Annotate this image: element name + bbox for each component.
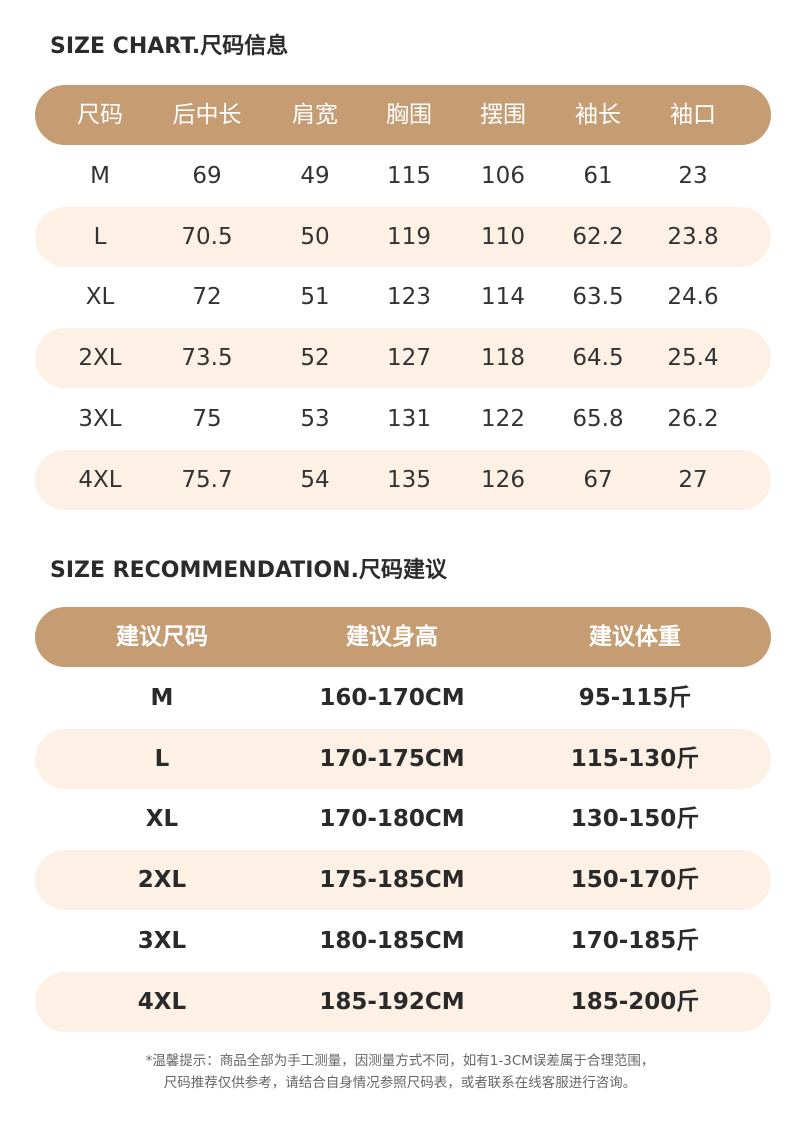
table-cell: XL [145, 806, 179, 833]
table-cell: 52 [300, 345, 330, 372]
column-header: 胸围 [386, 102, 432, 128]
size-chart-title: SIZE CHART.尺码信息 [50, 34, 289, 59]
table-row: 3XL 180-185CM 170-185斤 [35, 911, 771, 971]
table-cell: M [150, 684, 174, 711]
table-cell: M [90, 162, 110, 189]
table-cell: 54 [300, 466, 330, 493]
table-cell: 106 [481, 162, 525, 189]
table-cell: 63.5 [572, 284, 624, 311]
table-cell: 118 [481, 345, 525, 372]
table-cell: 170-180CM [319, 806, 465, 833]
table-cell: 3XL [137, 928, 187, 954]
table-cell: 131 [387, 406, 431, 432]
table-cell: 110 [481, 223, 525, 250]
table-cell: L [93, 223, 107, 250]
table-cell: 65.8 [572, 406, 624, 432]
table-cell: 23 [678, 162, 708, 189]
table-cell: 119 [387, 223, 431, 250]
column-header: 建议尺码 [116, 624, 208, 650]
table-cell: 62.2 [572, 223, 624, 250]
table-cell: 2XL [137, 867, 187, 894]
table-cell: 73.5 [181, 345, 233, 372]
table-cell: 3XL [78, 406, 122, 432]
table-row: L 170-175CM 115-130斤 [35, 728, 771, 789]
table-cell: 160-170CM [319, 684, 465, 711]
table-cell: 180-185CM [319, 928, 465, 954]
size-recommendation-title: SIZE RECOMMENDATION.尺码建议 [50, 558, 447, 583]
table-cell: 135 [387, 466, 431, 493]
table-cell: 53 [300, 406, 330, 432]
table-cell: 4XL [137, 988, 187, 1015]
table-cell: 115 [387, 162, 431, 189]
table-cell: 67 [583, 466, 613, 493]
table-cell: 64.5 [572, 345, 624, 372]
table-row: XL 72 51 123 114 63.5 24.6 [35, 267, 771, 327]
table-cell: 51 [300, 284, 330, 311]
table-cell: 25.4 [667, 345, 719, 372]
table-cell: 122 [481, 406, 525, 432]
table-cell: L [154, 745, 170, 772]
table-cell: 4XL [78, 466, 122, 493]
table-row: 4XL 185-192CM 185-200斤 [35, 971, 771, 1032]
table-cell: 170-185斤 [570, 928, 700, 954]
table-cell: 130-150斤 [570, 806, 700, 833]
table-cell: 72 [192, 284, 222, 311]
table-cell: 61 [583, 162, 613, 189]
table-cell: 50 [300, 223, 330, 250]
table-cell: 127 [387, 345, 431, 372]
table-cell: 185-192CM [319, 988, 465, 1015]
table-row: M 160-170CM 95-115斤 [35, 668, 771, 728]
table-header-row: 尺码 后中长 肩宽 胸围 摆围 袖长 袖口 [35, 85, 771, 145]
table-row: XL 170-180CM 130-150斤 [35, 789, 771, 849]
column-header: 摆围 [480, 102, 526, 128]
table-cell: XL [85, 284, 115, 311]
table-cell: 49 [300, 162, 330, 189]
column-header: 建议身高 [346, 624, 438, 650]
table-cell: 126 [481, 466, 525, 493]
table-header-row: 建议尺码 建议身高 建议体重 [35, 607, 771, 667]
column-header: 肩宽 [292, 102, 338, 128]
column-header: 袖长 [575, 102, 621, 128]
table-cell: 150-170斤 [570, 867, 700, 894]
table-row: 2XL 175-185CM 150-170斤 [35, 850, 771, 911]
table-cell: 75 [192, 406, 222, 432]
table-row: 3XL 75 53 131 122 65.8 26.2 [35, 389, 771, 449]
table-cell: 114 [481, 284, 525, 311]
table-cell: 24.6 [667, 284, 719, 311]
table-row: 4XL 75.7 54 135 126 67 27 [35, 449, 771, 510]
column-header: 尺码 [77, 102, 123, 128]
table-row: L 70.5 50 119 110 62.2 23.8 [35, 206, 771, 267]
table-cell: 175-185CM [319, 867, 465, 894]
table-cell: 2XL [78, 345, 122, 372]
table-cell: 23.8 [667, 223, 719, 250]
column-header: 后中长 [172, 102, 242, 128]
footnote-line-2: 尺码推荐仅供参考，请结合自身情况参照尺码表，或者联系在线客服进行咨询。 [163, 1075, 637, 1091]
table-cell: 26.2 [667, 406, 719, 432]
table-row: M 69 49 115 106 61 23 [35, 146, 771, 206]
table-cell: 123 [387, 284, 431, 311]
table-cell: 95-115斤 [578, 684, 692, 711]
table-row: 2XL 73.5 52 127 118 64.5 25.4 [35, 328, 771, 389]
table-cell: 27 [678, 466, 708, 493]
table-cell: 185-200斤 [570, 988, 700, 1015]
column-header: 建议体重 [589, 624, 681, 650]
table-cell: 70.5 [181, 223, 233, 250]
table-cell: 170-175CM [319, 745, 465, 772]
table-cell: 69 [192, 162, 222, 189]
table-cell: 75.7 [181, 466, 233, 493]
footnote-line-1: *温馨提示：商品全部为手工测量，因测量方式不同，如有1-3CM误差属于合理范围， [145, 1053, 655, 1069]
column-header: 袖口 [670, 102, 716, 128]
table-cell: 115-130斤 [570, 745, 700, 772]
